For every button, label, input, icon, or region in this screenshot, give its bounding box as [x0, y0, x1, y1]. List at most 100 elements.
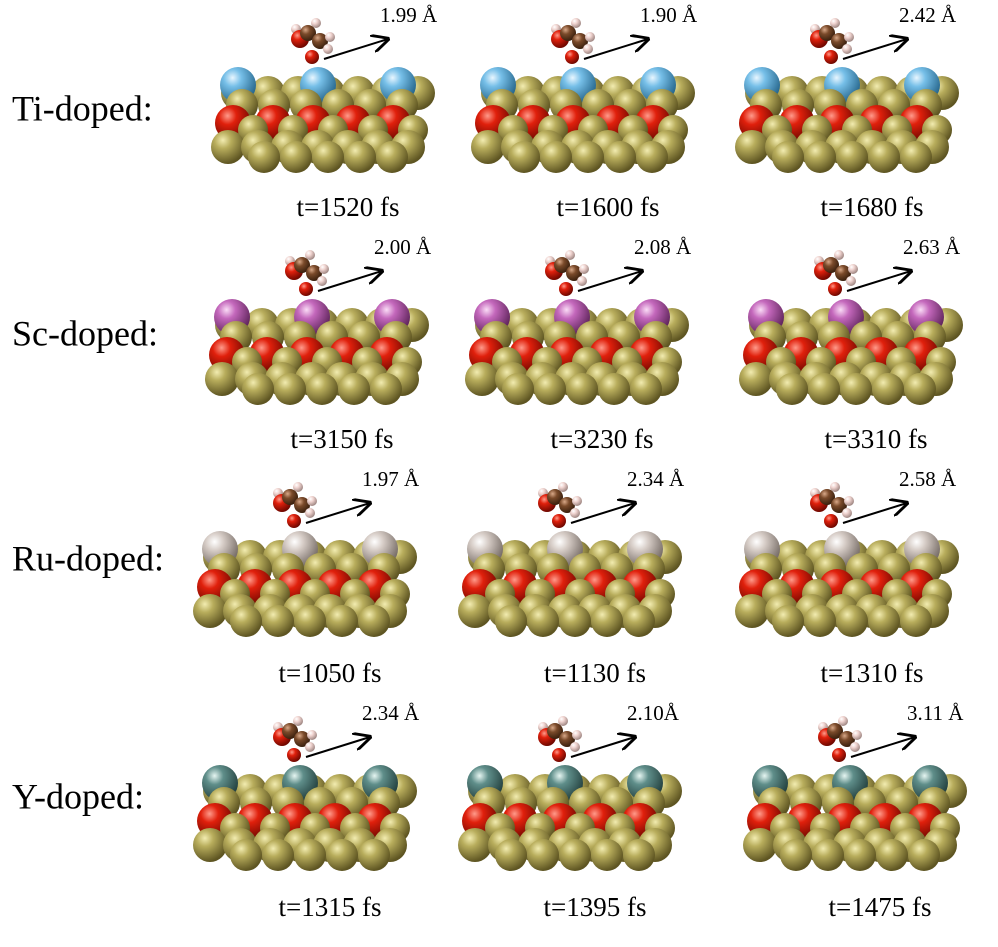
- distance-label: 2.58 Å: [899, 467, 957, 491]
- distance-label: 2.34 Å: [627, 467, 685, 491]
- distance-label: 3.11 Å: [907, 701, 964, 725]
- atom: [824, 50, 838, 64]
- atom: [836, 605, 868, 637]
- atom: [312, 141, 344, 173]
- atom: [844, 496, 854, 506]
- atom: [572, 141, 604, 173]
- atom: [577, 276, 587, 286]
- atom: [900, 605, 932, 637]
- distance-label: 1.97 Å: [362, 467, 420, 491]
- distance-label: 2.34 Å: [362, 701, 420, 725]
- atom: [262, 605, 294, 637]
- atom: [299, 282, 313, 296]
- atom: [471, 130, 505, 164]
- time-label: t=1050 fs: [279, 658, 382, 688]
- atom: [852, 730, 862, 740]
- atom: [735, 130, 769, 164]
- atom: [743, 828, 777, 862]
- distance-arrow: [847, 271, 911, 291]
- atom: [305, 508, 315, 518]
- atom: [630, 373, 662, 405]
- atom: [840, 373, 872, 405]
- atom: [824, 514, 838, 528]
- distance-arrow: [843, 39, 907, 59]
- atom: [570, 508, 580, 518]
- row-label: Ti-doped:: [12, 88, 153, 128]
- atom: [317, 276, 327, 286]
- atom: [458, 594, 492, 628]
- atom: [230, 839, 262, 871]
- atom: [287, 748, 301, 762]
- distance-arrow: [584, 39, 648, 59]
- atom: [305, 742, 315, 752]
- row-label: Sc-doped:: [12, 313, 158, 353]
- atom: [307, 496, 317, 506]
- atom: [583, 44, 593, 54]
- distance-arrow: [306, 503, 370, 523]
- distance-label: 1.99 Å: [380, 3, 438, 27]
- atom: [358, 605, 390, 637]
- atom: [559, 605, 591, 637]
- atom: [294, 605, 326, 637]
- atom: [211, 130, 245, 164]
- atom: [876, 839, 908, 871]
- time-label: t=3230 fs: [551, 424, 654, 454]
- atom: [559, 839, 591, 871]
- atom: [570, 742, 580, 752]
- atom: [287, 514, 301, 528]
- time-label: t=1680 fs: [821, 192, 924, 222]
- atom: [508, 141, 540, 173]
- atom: [812, 839, 844, 871]
- atom: [294, 839, 326, 871]
- atom: [205, 362, 239, 396]
- atom: [230, 605, 262, 637]
- distance-arrow: [324, 39, 388, 59]
- atom: [804, 141, 836, 173]
- atom: [193, 594, 227, 628]
- atom: [565, 50, 579, 64]
- atom: [559, 282, 573, 296]
- atom: [306, 373, 338, 405]
- atom: [780, 839, 812, 871]
- atom: [527, 605, 559, 637]
- atom: [370, 373, 402, 405]
- atom: [326, 605, 358, 637]
- distance-arrow: [318, 271, 382, 291]
- atom: [376, 141, 408, 173]
- atom: [776, 373, 808, 405]
- row-label: Ru-doped:: [12, 538, 164, 578]
- atom: [836, 141, 868, 173]
- atom: [808, 373, 840, 405]
- time-label: t=1395 fs: [544, 892, 647, 922]
- atom: [842, 44, 852, 54]
- atom: [828, 282, 842, 296]
- time-label: t=1475 fs: [829, 892, 932, 922]
- atom: [904, 373, 936, 405]
- distance-arrow: [571, 737, 635, 757]
- atom: [844, 32, 854, 42]
- atom: [325, 32, 335, 42]
- distance-arrow: [851, 737, 915, 757]
- atom: [591, 605, 623, 637]
- atom: [636, 141, 668, 173]
- distance-label: 2.08 Å: [634, 235, 692, 259]
- atom: [868, 605, 900, 637]
- atom: [274, 373, 306, 405]
- atom: [358, 839, 390, 871]
- atom: [623, 605, 655, 637]
- atom: [307, 730, 317, 740]
- distance-arrow: [306, 737, 370, 757]
- atom: [908, 839, 940, 871]
- atom: [305, 50, 319, 64]
- atom: [572, 730, 582, 740]
- distance-label: 1.90 Å: [640, 3, 698, 27]
- atom: [846, 276, 856, 286]
- atom: [739, 362, 773, 396]
- atom: [735, 594, 769, 628]
- atom: [604, 141, 636, 173]
- time-label: t=3310 fs: [825, 424, 928, 454]
- atom: [326, 839, 358, 871]
- atom: [193, 828, 227, 862]
- atom: [772, 605, 804, 637]
- atom: [591, 839, 623, 871]
